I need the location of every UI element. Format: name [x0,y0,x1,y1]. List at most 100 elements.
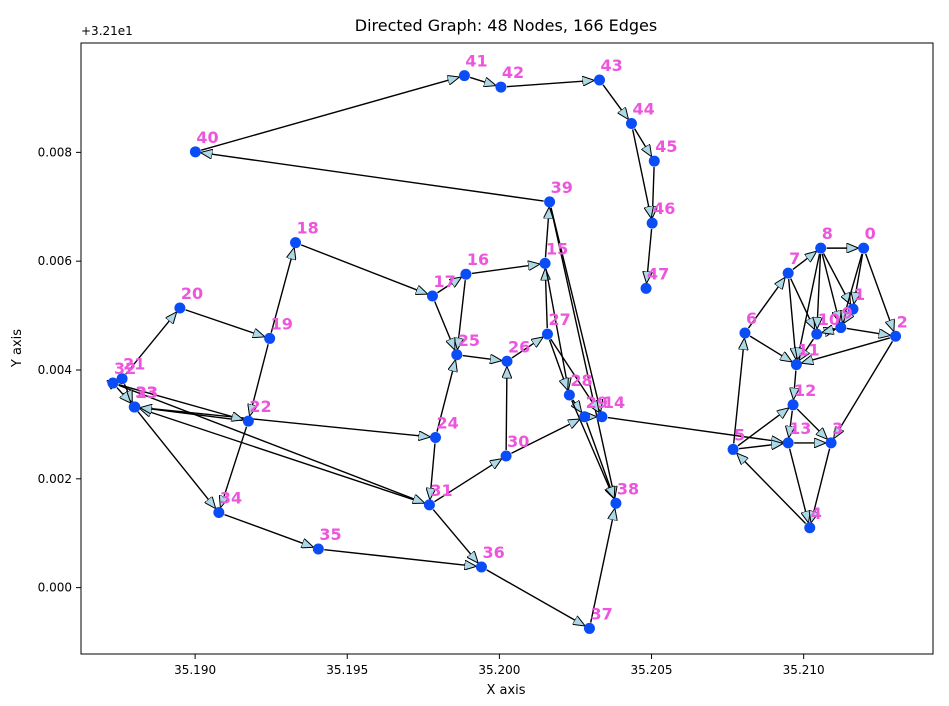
node-13 [782,437,794,449]
edge-42-43 [506,80,594,88]
y-tick-label: 0.002 [38,472,72,486]
node-label-31: 31 [430,481,452,500]
edge-16-25 [457,280,466,349]
node-label-15: 15 [546,239,568,258]
node-43 [594,74,606,86]
node-22 [242,415,254,427]
node-label-1: 1 [854,285,865,304]
edge-layer [117,77,894,625]
y-axis-label: Y axis [10,329,25,368]
x-tick-label: 35.195 [326,663,368,677]
edge-18-17 [300,244,427,294]
node-32 [107,377,119,389]
node-41 [458,70,470,82]
node-label-29: 29 [586,393,608,412]
edge-31-30 [434,459,501,503]
node-16 [460,268,472,280]
edge-24-25 [436,361,455,432]
node-label-30: 30 [507,432,529,451]
edge-3-4 [811,448,831,522]
edge-28-38 [571,400,614,498]
node-12 [787,399,799,411]
node-label-4: 4 [811,504,822,523]
edge-35-36 [324,548,475,567]
node-45 [648,155,660,167]
x-axis: 35.190 35.195 35.200 35.205 35.210 [174,654,825,677]
node-20 [174,302,186,314]
x-tick-label: 35.210 [783,663,825,677]
edge-1-9 [844,314,850,322]
edge-46-47 [647,228,652,282]
edge-4-5 [737,454,807,524]
edge-27-14 [550,338,599,412]
edge-12-13 [789,410,792,437]
node-36 [475,561,487,573]
edge-20-19 [185,309,264,337]
node-4 [804,522,816,534]
edge-29-38 [585,422,614,497]
edge-9-2 [846,327,890,335]
node-46 [646,217,658,229]
edge-25-26 [462,356,501,361]
node-label-46: 46 [653,199,675,218]
edge-21-20 [125,313,176,375]
edge-5-12 [737,408,788,447]
edge-12-3 [796,408,827,439]
edge-27-15 [545,269,547,329]
node-label-39: 39 [551,178,573,197]
node-label-20: 20 [181,284,203,303]
edge-22-34 [221,426,248,507]
edge-39-38 [550,207,615,498]
node-label-12: 12 [794,381,816,400]
node-11 [790,359,802,371]
node-label-21: 21 [123,355,145,374]
node-29 [579,411,591,423]
node-label-25: 25 [458,331,480,350]
node-label-27: 27 [548,310,570,329]
node-label-24: 24 [436,413,458,432]
edge-44-45 [633,128,652,156]
node-31 [423,499,435,511]
edge-37-38 [590,509,615,623]
x-tick-label: 35.205 [631,663,673,677]
node-21 [116,373,128,385]
node-10 [811,328,823,340]
edge-26-27 [511,337,543,359]
edge-31-36 [432,509,477,563]
node-39 [544,196,556,208]
edge-40-41 [200,77,458,151]
node-label-7: 7 [789,249,800,268]
node-label-35: 35 [319,525,341,544]
edge-5-13 [738,444,782,449]
edge-32-22 [118,383,243,420]
y-axis: 0.000 0.002 0.004 0.006 0.008 [38,145,81,595]
edge-36-37 [486,569,585,626]
edge-30-29 [511,419,579,454]
node-label-19: 19 [271,314,293,333]
node-0 [858,242,870,254]
node-layer [107,70,902,634]
node-5 [727,443,739,455]
edge-7-11 [787,279,796,358]
node-label-28: 28 [570,371,592,390]
node-label-32: 32 [114,359,136,378]
edge-28-29 [573,399,581,412]
node-18 [290,237,302,249]
node-label-6: 6 [746,309,757,328]
node-label-41: 41 [465,52,487,71]
edge-16-15 [471,264,539,275]
node-label-42: 42 [502,63,524,82]
edge-7-8 [792,252,816,271]
y-tick-label: 0.008 [38,145,72,159]
edge-5-6 [732,339,745,444]
node-8 [815,242,827,254]
node-label-40: 40 [196,128,218,147]
edge-39-14 [550,207,600,411]
node-7 [782,267,794,279]
edge-24-31 [430,443,435,499]
node-label-47: 47 [647,264,669,283]
node-label-13: 13 [789,419,811,438]
edge-43-44 [602,84,628,119]
node-37 [583,622,595,634]
node-label-3: 3 [832,419,843,438]
